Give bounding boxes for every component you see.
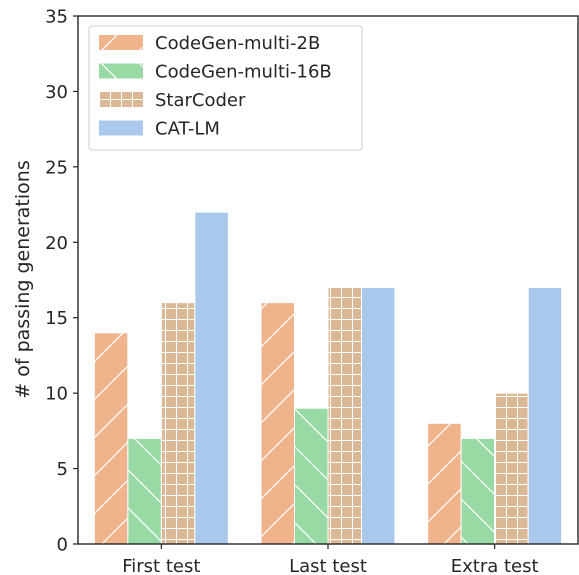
legend-label: StarCoder [155, 90, 246, 111]
x-tick-label-0: First test [122, 556, 200, 575]
y-tick-label-20: 20 [45, 233, 68, 254]
legend-label: CodeGen-multi-16B [155, 62, 332, 83]
y-tick-label-35: 35 [45, 7, 68, 28]
legend: CodeGen-multi-2B CodeGen-multi-16B StarCod… [88, 25, 363, 151]
y-tick-label-5: 5 [57, 459, 68, 480]
legend-label: CodeGen-multi-2B [155, 33, 320, 54]
bar-codegen-multi-2b-2 [427, 422, 462, 545]
y-tick-label-30: 30 [45, 82, 68, 103]
bar-codegen-multi-16b-2 [460, 437, 496, 545]
bar-codegen-multi-16b-0 [127, 437, 162, 545]
x-tick-label-1: Last test [289, 556, 367, 575]
legend-entry-3: CAT-LM [99, 119, 220, 140]
y-tick-label-25: 25 [45, 157, 68, 178]
bars-group [93, 211, 563, 545]
y-axis-label: # of passing generations [12, 160, 34, 398]
legend-entry-2: StarCoder [99, 90, 246, 111]
x-tick-label-2: Extra test [451, 556, 539, 575]
bar-cat-lm-0 [194, 211, 229, 545]
y-tick-label-0: 0 [57, 535, 68, 556]
bar-starcoder-2 [494, 392, 529, 545]
y-tick-label-10: 10 [45, 384, 68, 405]
bar-codegen-multi-2b-0 [93, 332, 129, 545]
legend-label: CAT-LM [155, 119, 220, 140]
bar-codegen-multi-2b-1 [260, 302, 295, 545]
bar-starcoder-0 [160, 302, 196, 545]
legend-entry-0: CodeGen-multi-2B [99, 33, 320, 54]
legend-entry-1: CodeGen-multi-16B [99, 62, 332, 83]
legend-frame [88, 25, 363, 151]
y-tick-label-15: 15 [45, 308, 68, 329]
bar-codegen-multi-16b-1 [294, 407, 329, 545]
legend-swatch [99, 120, 143, 136]
bar-cat-lm-1 [361, 287, 396, 545]
bar-cat-lm-2 [527, 287, 563, 545]
axes: 0 5 10 15 20 25 30 35 First test Last test Extra t… [45, 7, 579, 575]
bar-starcoder-1 [327, 287, 362, 545]
